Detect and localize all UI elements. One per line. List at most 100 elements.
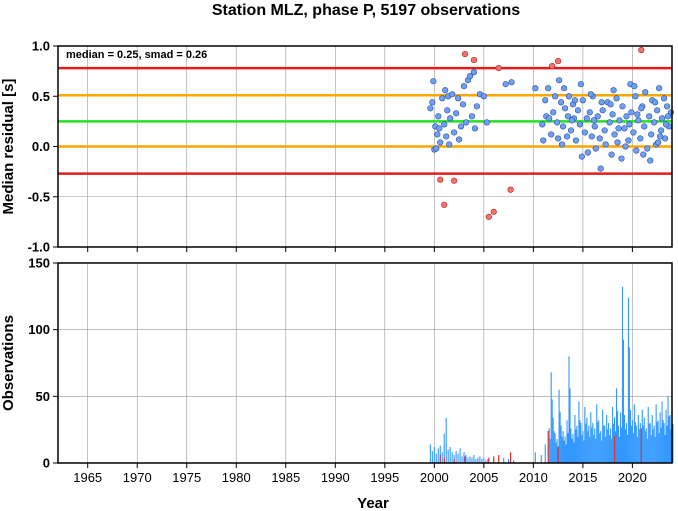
obs-bar (540, 455, 542, 463)
residual-point (558, 141, 566, 148)
obs-bar (608, 423, 610, 463)
obs-bar (585, 423, 587, 463)
obs-bar (555, 442, 557, 463)
obs-bar (672, 423, 674, 463)
residual-point (460, 83, 468, 90)
residual-point (616, 117, 623, 124)
obs-bar (582, 431, 584, 463)
residual-point (633, 147, 640, 154)
obs-bar (655, 404, 657, 463)
residual-point (574, 107, 582, 114)
residual-point (451, 129, 458, 136)
outlier-point (437, 176, 444, 183)
residual-point (640, 151, 647, 158)
obs-xtick-label: 1975 (172, 470, 201, 485)
obs-bar (459, 448, 461, 463)
residual-point (434, 131, 441, 138)
observations-panel: 0 50 100 150 1965 1970 1975 1980 1985 1990 1995 200… (0, 256, 674, 511)
obs-bar (645, 428, 647, 463)
residual-point (447, 115, 454, 122)
obs-bar (648, 423, 650, 463)
residual-point (647, 157, 654, 164)
obs-bar (556, 439, 558, 463)
obs-ytick-label: 100 (28, 322, 50, 337)
outlier-point (555, 57, 562, 65)
obs-bar (590, 412, 592, 463)
obs-bar (611, 438, 613, 463)
obs-bar (463, 452, 465, 463)
obs-bar (624, 429, 627, 463)
residual-point (559, 123, 567, 130)
obs-bar (465, 455, 467, 463)
obs-bar (483, 457, 485, 463)
obs-bar (642, 425, 644, 463)
residual-point (564, 113, 572, 120)
obs-bar (666, 425, 668, 463)
residual-point (631, 83, 638, 90)
obs-bar (508, 459, 510, 463)
residual-point (427, 105, 434, 112)
obs-bar (435, 453, 437, 463)
obs-bar (503, 457, 505, 463)
obs-bar (659, 412, 661, 463)
residual-point (599, 107, 606, 114)
obs-bar (567, 433, 569, 463)
obs-bar (625, 423, 627, 463)
residual-point (611, 131, 618, 138)
residual-point (637, 135, 644, 142)
residual-point (587, 91, 594, 98)
obs-bar-outlier (509, 452, 512, 463)
residual-point (634, 111, 641, 118)
obs-bar (657, 420, 659, 463)
residual-point (584, 149, 591, 156)
obs-bar (616, 410, 619, 463)
obs-bar (632, 433, 634, 463)
obs-bar (621, 287, 624, 463)
obs-bar-outlier (443, 457, 445, 463)
residual-point (571, 97, 579, 104)
residual-frame (57, 45, 673, 248)
residual-point (430, 78, 437, 85)
residual-point (556, 77, 563, 84)
obs-bar (656, 421, 658, 463)
obs-xtick-label: 2005 (469, 470, 498, 485)
obs-bar (479, 456, 481, 463)
residual-point (557, 99, 565, 106)
residual-point (610, 87, 617, 94)
obs-bar (617, 425, 620, 463)
obs-xtick-label: 2015 (568, 470, 597, 485)
obs-bar (563, 440, 565, 463)
obs-bar (595, 438, 597, 463)
obs-bar-outlier (498, 455, 500, 463)
residual-point (646, 113, 653, 120)
residual-ytick-label: -1.0 (28, 240, 50, 255)
residual-point (652, 99, 659, 106)
obs-bar (449, 447, 451, 463)
obs-bar (665, 409, 667, 463)
obs-bar (626, 435, 628, 463)
residual-point (548, 131, 555, 138)
obs-bar (588, 425, 590, 463)
residual-point (502, 81, 509, 88)
obs-bar (437, 448, 439, 463)
residual-point (608, 151, 615, 158)
residual-point (483, 119, 490, 126)
obs-bar (561, 436, 563, 463)
obs-bar (653, 425, 655, 463)
outlier-point (470, 56, 478, 64)
obs-bar (664, 435, 666, 463)
residual-point (651, 119, 658, 126)
obs-bar (658, 433, 660, 463)
obs-bar (607, 429, 609, 463)
obs-bar (638, 429, 640, 463)
residual-point (442, 87, 449, 94)
obs-bar (644, 431, 646, 463)
obs-bar (630, 425, 632, 463)
obs-bar (560, 425, 562, 463)
residual-point (644, 145, 651, 152)
residual-point (468, 113, 476, 120)
obs-xtick-label: 1990 (321, 470, 350, 485)
obs-bar (485, 460, 487, 463)
residual-point (619, 103, 626, 110)
obs-bar (554, 433, 556, 463)
